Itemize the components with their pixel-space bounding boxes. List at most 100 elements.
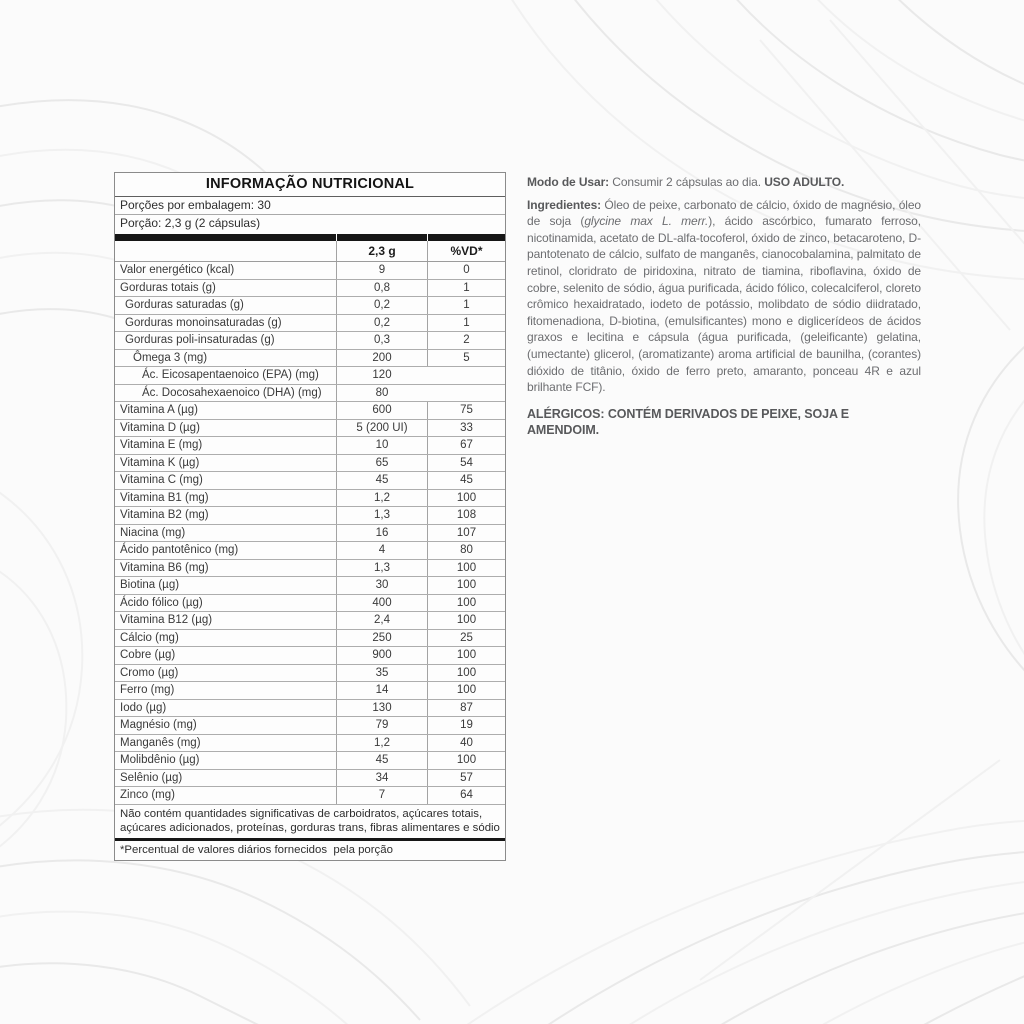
table-row: Cromo (µg) 35 100 xyxy=(115,664,505,682)
table-row: Ômega 3 (mg) 200 5 xyxy=(115,349,505,367)
nutrient-amount: 120 xyxy=(336,367,427,384)
nutrient-name: Gorduras monoinsaturadas (g) xyxy=(125,316,282,329)
nutrient-dv: 108 xyxy=(427,507,505,524)
nutrient-amount: 130 xyxy=(336,699,427,716)
nutrient-amount: 1,2 xyxy=(336,489,427,506)
nutrient-name: Magnésio (mg) xyxy=(120,719,197,732)
nutrient-dv: 100 xyxy=(427,647,505,664)
nutrient-amount: 34 xyxy=(336,769,427,786)
nutrient-dv: 54 xyxy=(427,454,505,471)
header-dv: %VD* xyxy=(427,241,505,261)
nutrient-amount: 250 xyxy=(336,629,427,646)
nutrient-amount: 0,2 xyxy=(336,297,427,314)
usage-label: Modo de Usar: xyxy=(527,175,610,189)
nutrient-amount: 14 xyxy=(336,682,427,699)
nutrient-amount: 1,3 xyxy=(336,559,427,576)
nutrient-name: Vitamina B1 (mg) xyxy=(120,491,209,504)
nutrient-amount: 45 xyxy=(336,752,427,769)
nutrient-amount: 16 xyxy=(336,524,427,541)
nutrient-name: Cobre (µg) xyxy=(120,649,176,662)
nutrient-name: Vitamina K (µg) xyxy=(120,456,200,469)
table-row: Vitamina E (mg) 10 67 xyxy=(115,437,505,455)
nutrient-amount: 35 xyxy=(336,664,427,681)
nutrient-dv: 33 xyxy=(427,419,505,436)
nutrient-name: Ác. Eicosapentaenoico (EPA) (mg) xyxy=(142,369,319,382)
nutrient-name: Niacina (mg) xyxy=(120,526,186,539)
table-row: Magnésio (mg) 79 19 xyxy=(115,717,505,735)
nutrient-amount: 80 xyxy=(336,384,427,401)
nutrient-name: Biotina (µg) xyxy=(120,579,180,592)
nutrient-dv: 87 xyxy=(427,699,505,716)
table-row: Gorduras totais (g) 0,8 1 xyxy=(115,279,505,297)
nutrient-amount: 200 xyxy=(336,349,427,366)
nutrient-name: Valor energético (kcal) xyxy=(120,264,235,277)
daily-values-footnote: *Percentual de valores diários fornecido… xyxy=(120,844,393,857)
usage-instructions: Modo de Usar: Consumir 2 cápsulas ao dia… xyxy=(527,174,921,191)
nutrient-dv: 100 xyxy=(427,489,505,506)
nutrient-dv: 100 xyxy=(427,559,505,576)
nutrient-name: Manganês (mg) xyxy=(120,736,201,749)
nutrient-amount: 30 xyxy=(336,577,427,594)
nutrient-dv: 64 xyxy=(427,787,505,804)
table-row: Vitamina A (µg) 600 75 xyxy=(115,402,505,420)
nutrient-dv: 1 xyxy=(427,297,505,314)
table-row: Molibdênio (µg) 45 100 xyxy=(115,752,505,770)
table-row: Zinco (mg) 7 64 xyxy=(115,787,505,805)
nutrient-dv: 100 xyxy=(427,594,505,611)
nutrient-amount: 45 xyxy=(336,472,427,489)
ingredients-latin-name: glycine max L. merr. xyxy=(584,214,709,229)
nutrient-amount: 0,2 xyxy=(336,314,427,331)
table-row: Ác. Eicosapentaenoico (EPA) (mg) 120 xyxy=(115,367,505,385)
header-empty-cell xyxy=(115,241,336,261)
allergens-warning: ALÉRGICOS: CONTÉM DERIVADOS DE PEIXE, SO… xyxy=(527,406,850,438)
nutrient-name: Ômega 3 (mg) xyxy=(133,351,208,364)
nutrient-dv: 25 xyxy=(427,629,505,646)
nutrient-name: Iodo (µg) xyxy=(120,701,167,714)
nutrient-name: Molibdênio (µg) xyxy=(120,754,200,767)
nutrition-facts-panel: INFORMAÇÃO NUTRICIONAL Porções por embal… xyxy=(114,172,506,862)
table-row: Iodo (µg) 130 87 xyxy=(115,699,505,717)
nutrient-name: Ferro (mg) xyxy=(120,684,175,697)
nutrient-dv: 107 xyxy=(427,524,505,541)
nutrient-amount: 1,2 xyxy=(336,734,427,751)
nutrient-dv: 0 xyxy=(427,262,505,279)
nutrient-amount: 400 xyxy=(336,594,427,611)
table-row: Biotina (µg) 30 100 xyxy=(115,577,505,595)
table-row: Vitamina B6 (mg) 1,3 100 xyxy=(115,559,505,577)
nutrient-name: Vitamina B6 (mg) xyxy=(120,561,209,574)
nutrient-dv: 100 xyxy=(427,577,505,594)
nutrient-dv: 2 xyxy=(427,332,505,349)
table-row: Gorduras poli-insaturadas (g) 0,3 2 xyxy=(115,332,505,350)
nutrient-name: Vitamina B12 (µg) xyxy=(120,614,213,627)
usage-text: Consumir 2 cápsulas ao dia. xyxy=(612,175,761,189)
nutrient-name: Ácido pantotênico (mg) xyxy=(120,544,239,557)
nutrition-title: INFORMAÇÃO NUTRICIONAL xyxy=(115,173,505,197)
table-row: Vitamina C (mg) 45 45 xyxy=(115,472,505,490)
nutrient-amount: 1,3 xyxy=(336,507,427,524)
table-row: Cobre (µg) 900 100 xyxy=(115,647,505,665)
nutrient-name: Ác. Docosahexaenoico (DHA) (mg) xyxy=(142,386,322,399)
nutrient-amount: 900 xyxy=(336,647,427,664)
serving-size: Porção: 2,3 g (2 cápsulas) xyxy=(120,216,261,230)
table-row: Gorduras monoinsaturadas (g) 0,2 1 xyxy=(115,314,505,332)
ingredients-text-2: ), ácido ascórbico, fumarato ferroso, ni… xyxy=(527,214,921,395)
nutrient-dv: 100 xyxy=(427,682,505,699)
header-amount: 2,3 g xyxy=(336,241,427,261)
nutrient-name: Cálcio (mg) xyxy=(120,631,179,644)
nutrient-name: Vitamina D (µg) xyxy=(120,421,200,434)
nutrient-dv: 80 xyxy=(427,542,505,559)
nutrient-dv: 100 xyxy=(427,664,505,681)
nutrient-dv: 75 xyxy=(427,402,505,419)
nutrient-amount: 600 xyxy=(336,402,427,419)
nutrient-dv: 57 xyxy=(427,769,505,786)
table-row: Vitamina D (µg) 5 (200 UI) 33 xyxy=(115,419,505,437)
label-text-column: Modo de Usar: Consumir 2 cápsulas ao dia… xyxy=(527,174,921,439)
nutrient-amount: 0,3 xyxy=(336,332,427,349)
nutrient-dv: 67 xyxy=(427,437,505,454)
table-row: Vitamina B2 (mg) 1,3 108 xyxy=(115,507,505,525)
nutrient-dv: 45 xyxy=(427,472,505,489)
nutrient-name: Gorduras totais (g) xyxy=(120,281,216,294)
nutrient-dv xyxy=(427,367,505,384)
table-row: Vitamina B12 (µg) 2,4 100 xyxy=(115,612,505,630)
nutrient-name: Ácido fólico (µg) xyxy=(120,596,203,609)
